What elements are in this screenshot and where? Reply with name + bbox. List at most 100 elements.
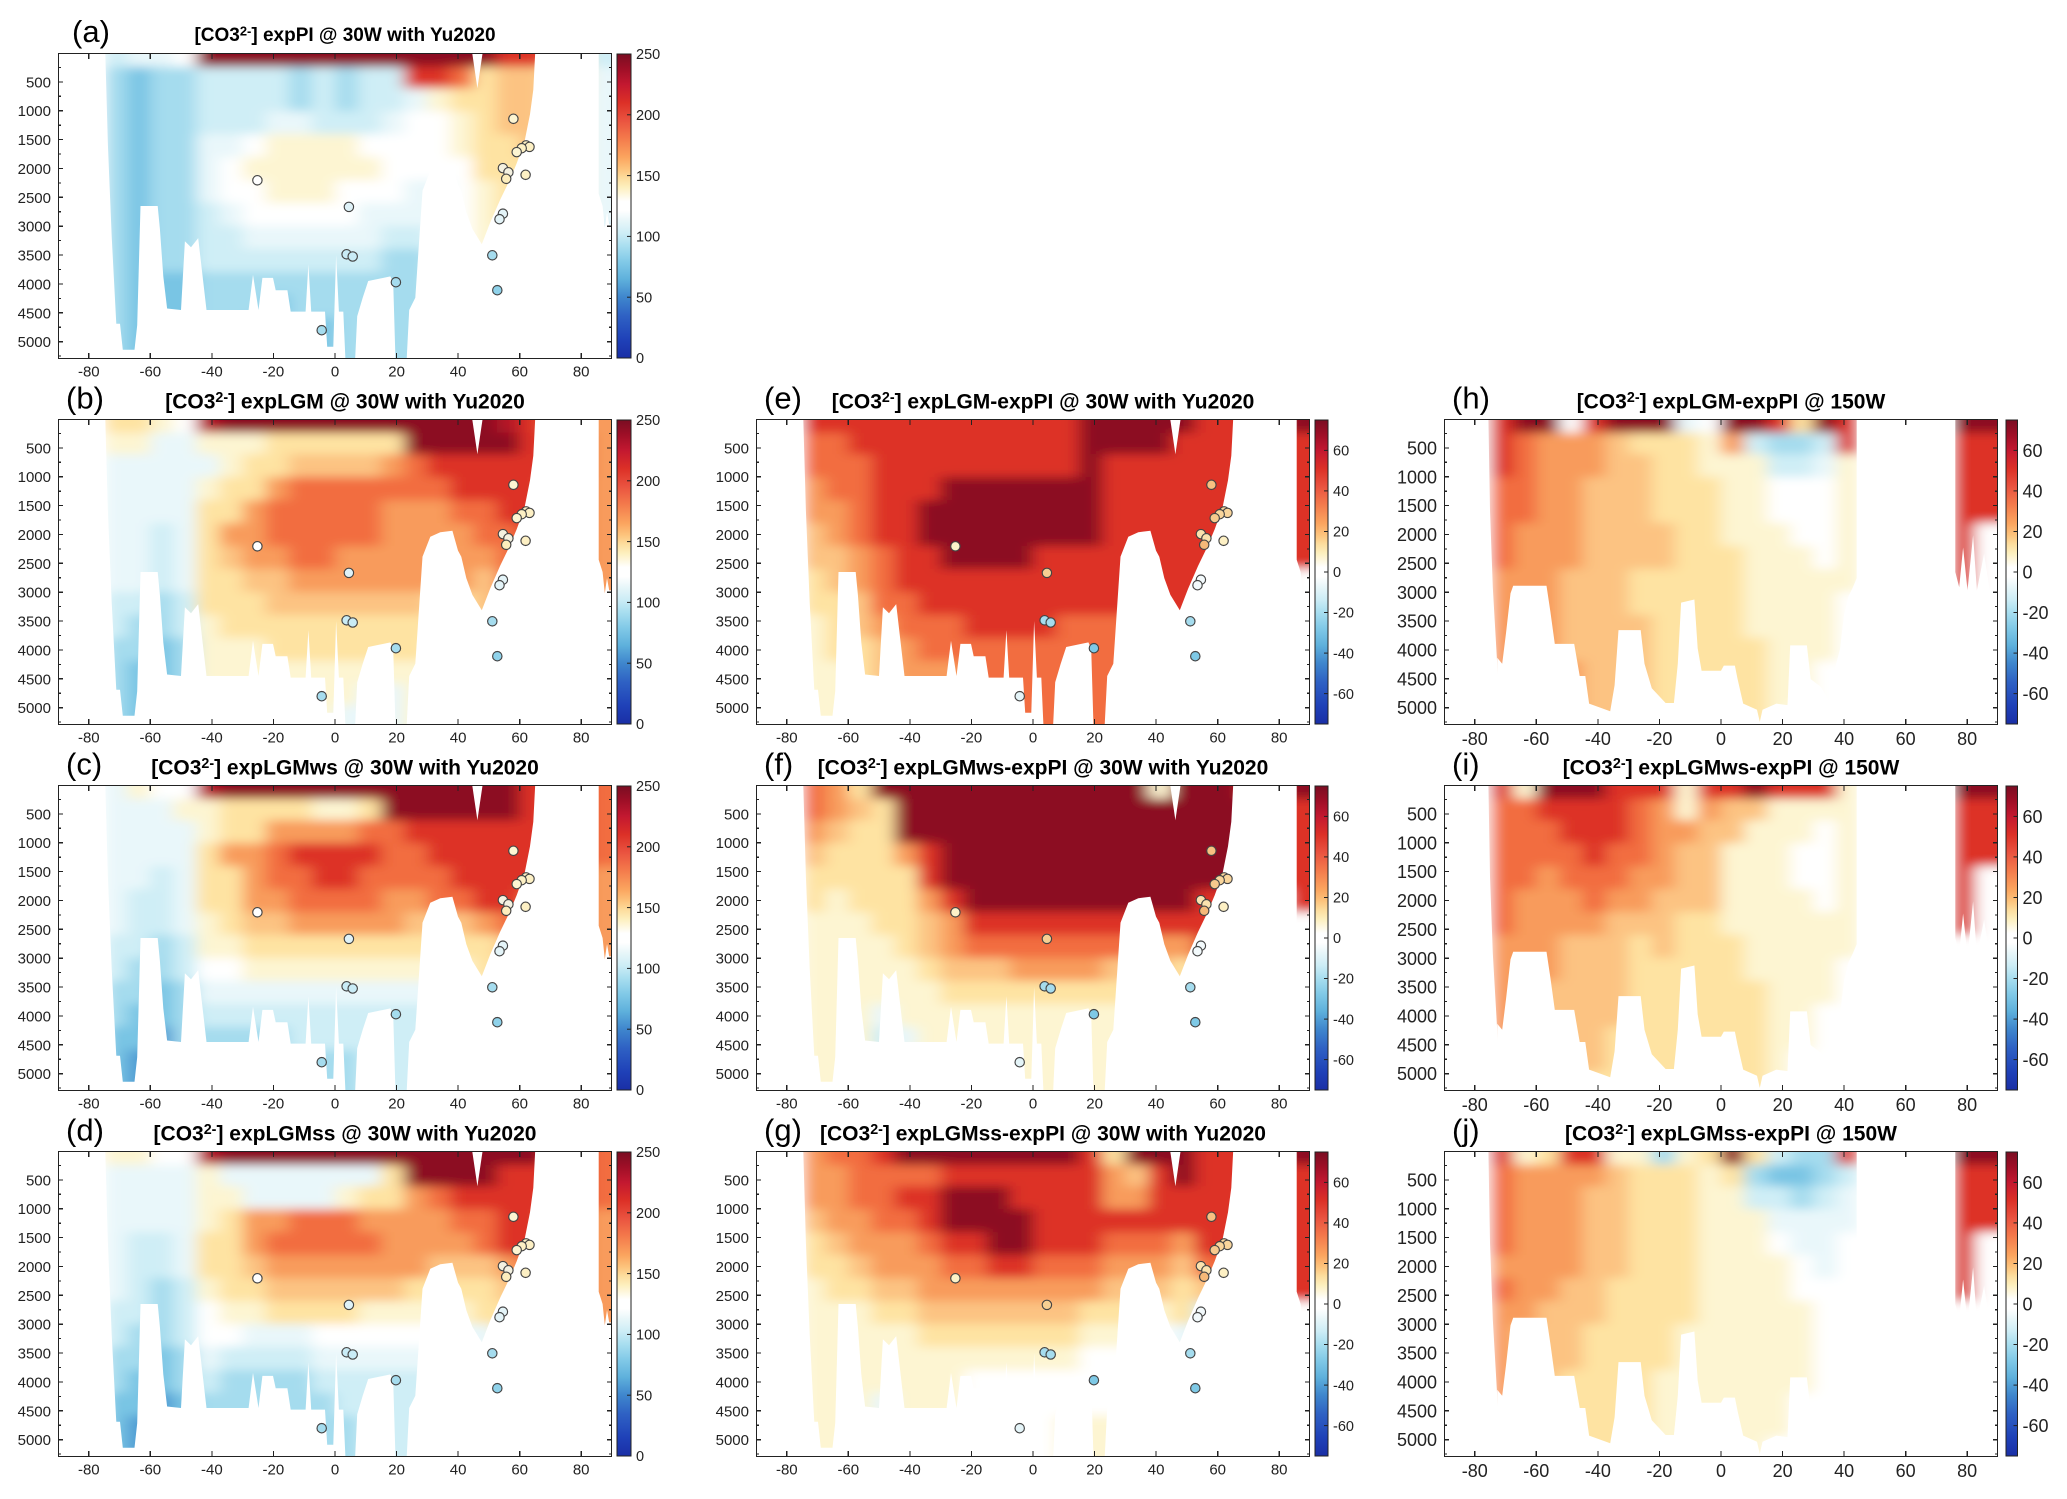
svg-text:-40: -40 — [1333, 1012, 1354, 1028]
svg-text:-60: -60 — [2023, 1416, 2049, 1436]
svg-text:-40: -40 — [201, 364, 223, 381]
svg-text:40: 40 — [1834, 1461, 1854, 1481]
svg-text:50: 50 — [636, 290, 652, 306]
svg-text:20: 20 — [2023, 522, 2043, 542]
svg-text:20: 20 — [1773, 729, 1793, 749]
svg-text:2500: 2500 — [1397, 920, 1437, 940]
svg-text:40: 40 — [1333, 850, 1349, 866]
svg-text:[CO32-] expPI @ 30W with Yu202: [CO32-] expPI @ 30W with Yu2020 — [194, 23, 495, 46]
svg-text:250: 250 — [636, 47, 660, 63]
svg-text:1000: 1000 — [18, 1201, 51, 1218]
svg-text:-20: -20 — [1646, 729, 1672, 749]
svg-text:-20: -20 — [961, 1462, 983, 1479]
svg-text:200: 200 — [636, 1206, 660, 1222]
svg-text:-20: -20 — [1333, 606, 1354, 622]
svg-text:3000: 3000 — [18, 951, 51, 968]
svg-text:-40: -40 — [2023, 1010, 2049, 1030]
svg-text:40: 40 — [1834, 1095, 1854, 1115]
svg-text:-60: -60 — [1523, 1461, 1549, 1481]
svg-text:2500: 2500 — [1397, 554, 1437, 574]
svg-text:100: 100 — [636, 596, 660, 612]
svg-text:1500: 1500 — [18, 864, 51, 881]
svg-text:20: 20 — [1333, 891, 1349, 907]
svg-text:50: 50 — [636, 1388, 652, 1404]
svg-text:[CO32-] expLGMws-expPI @ 30W w: [CO32-] expLGMws-expPI @ 30W with Yu2020 — [818, 756, 1269, 779]
svg-text:-20: -20 — [1646, 1461, 1672, 1481]
svg-text:-60: -60 — [837, 1096, 859, 1113]
svg-text:4500: 4500 — [18, 305, 51, 322]
svg-text:5000: 5000 — [18, 1432, 51, 1449]
svg-text:2500: 2500 — [716, 556, 749, 573]
svg-text:40: 40 — [2023, 481, 2043, 501]
svg-text:40: 40 — [1333, 1216, 1349, 1232]
svg-text:-20: -20 — [263, 730, 285, 747]
svg-text:4000: 4000 — [18, 642, 51, 659]
svg-text:3000: 3000 — [1397, 949, 1437, 969]
svg-text:1000: 1000 — [1397, 467, 1437, 487]
svg-text:0: 0 — [1716, 1095, 1726, 1115]
svg-text:100: 100 — [636, 1328, 660, 1344]
svg-text:2000: 2000 — [716, 893, 749, 910]
svg-text:-40: -40 — [201, 1096, 223, 1113]
svg-text:-20: -20 — [1333, 1338, 1354, 1354]
svg-text:0: 0 — [331, 364, 339, 381]
svg-text:60: 60 — [2023, 807, 2043, 827]
svg-text:3500: 3500 — [1397, 1344, 1437, 1364]
svg-text:0: 0 — [2023, 929, 2033, 949]
svg-text:-80: -80 — [1462, 1461, 1488, 1481]
svg-text:40: 40 — [2023, 1213, 2043, 1233]
svg-text:40: 40 — [2023, 847, 2043, 867]
svg-text:2000: 2000 — [18, 1259, 51, 1276]
svg-text:500: 500 — [26, 440, 51, 457]
svg-text:2000: 2000 — [1397, 525, 1437, 545]
svg-text:-60: -60 — [837, 730, 859, 747]
svg-text:2500: 2500 — [716, 922, 749, 939]
svg-text:20: 20 — [2023, 1254, 2043, 1274]
svg-text:4000: 4000 — [716, 642, 749, 659]
svg-text:100: 100 — [636, 230, 660, 246]
svg-text:[CO32-] expLGMss-expPI @ 30W w: [CO32-] expLGMss-expPI @ 30W with Yu2020 — [820, 1122, 1266, 1145]
svg-text:2500: 2500 — [18, 556, 51, 573]
svg-text:500: 500 — [26, 74, 51, 91]
svg-text:500: 500 — [1407, 438, 1437, 458]
svg-text:40: 40 — [450, 1096, 467, 1113]
svg-text:4000: 4000 — [18, 1374, 51, 1391]
svg-text:5000: 5000 — [716, 1432, 749, 1449]
svg-text:-20: -20 — [1333, 972, 1354, 988]
svg-text:1000: 1000 — [716, 1201, 749, 1218]
svg-text:40: 40 — [1148, 1462, 1165, 1479]
svg-text:60: 60 — [1333, 1176, 1349, 1192]
svg-text:2000: 2000 — [716, 527, 749, 544]
svg-text:-40: -40 — [2023, 644, 2049, 664]
svg-text:-40: -40 — [899, 730, 921, 747]
svg-text:250: 250 — [636, 413, 660, 429]
svg-text:50: 50 — [636, 1022, 652, 1038]
svg-text:0: 0 — [1333, 565, 1341, 581]
svg-text:3500: 3500 — [716, 980, 749, 997]
svg-text:3000: 3000 — [18, 219, 51, 236]
svg-text:-60: -60 — [139, 730, 161, 747]
svg-text:(f): (f) — [764, 747, 793, 782]
svg-text:-40: -40 — [1585, 1461, 1611, 1481]
svg-text:40: 40 — [1333, 484, 1349, 500]
svg-text:-60: -60 — [2023, 1050, 2049, 1070]
svg-text:1500: 1500 — [716, 1230, 749, 1247]
svg-text:0: 0 — [1029, 730, 1037, 747]
svg-text:250: 250 — [636, 1145, 660, 1161]
svg-text:20: 20 — [388, 1462, 405, 1479]
svg-text:1000: 1000 — [18, 103, 51, 120]
svg-text:-40: -40 — [201, 730, 223, 747]
svg-text:0: 0 — [2023, 563, 2033, 583]
svg-text:80: 80 — [573, 1462, 590, 1479]
svg-text:-60: -60 — [139, 1096, 161, 1113]
svg-text:20: 20 — [2023, 888, 2043, 908]
svg-text:200: 200 — [636, 108, 660, 124]
svg-text:20: 20 — [388, 730, 405, 747]
svg-text:2000: 2000 — [1397, 891, 1437, 911]
svg-text:(j): (j) — [1452, 1113, 1480, 1148]
svg-text:-40: -40 — [1333, 1378, 1354, 1394]
svg-text:1500: 1500 — [1397, 862, 1437, 882]
svg-text:2000: 2000 — [18, 893, 51, 910]
svg-text:3500: 3500 — [18, 614, 51, 631]
svg-text:4000: 4000 — [1397, 1007, 1437, 1027]
